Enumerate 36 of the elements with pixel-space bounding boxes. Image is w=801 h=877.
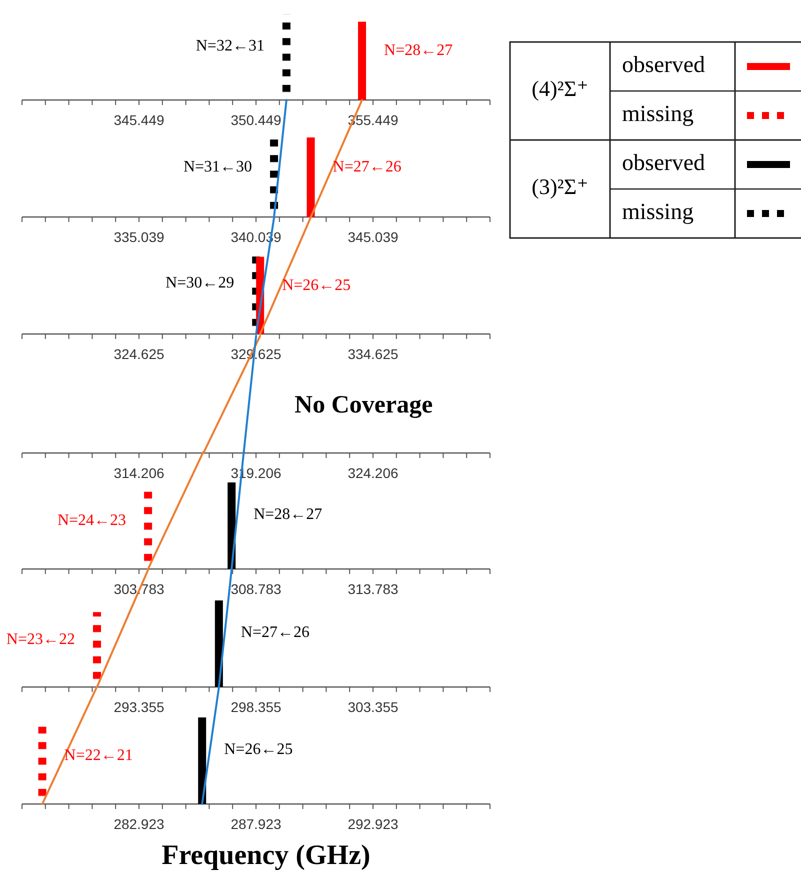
text: observed — [622, 52, 706, 77]
annotation: No Coverage — [294, 392, 433, 419]
text: missing — [622, 100, 694, 126]
x-tick-label: 335.039 — [114, 229, 165, 245]
x-tick-label: 345.449 — [114, 112, 165, 128]
annotation: N=27←26 — [240, 624, 310, 641]
annotation: N=23←22 — [6, 631, 75, 648]
annotation: N=31←30 — [183, 158, 252, 176]
x-tick-label: 293.355 — [114, 699, 165, 715]
annotation: N=22←21 — [64, 746, 133, 764]
x-tick-label: 287.923 — [230, 816, 282, 832]
x-tick-label: 303.355 — [348, 699, 399, 715]
x-tick-label: 282.923 — [114, 816, 165, 832]
x-tick-label: 313.783 — [348, 581, 399, 597]
x-tick-label: 298.355 — [230, 699, 282, 715]
x-axis-title: Frequency (GHz) — [162, 840, 370, 871]
category-label: (3)²Σ⁺ — [532, 174, 588, 200]
x-tick-label: 324.206 — [348, 465, 399, 481]
x-tick-label: 308.783 — [230, 581, 282, 597]
annotation: N=26←25 — [282, 276, 351, 294]
x-tick-label: 350.449 — [230, 112, 282, 128]
annotation: N=27←26 — [332, 158, 402, 176]
category-label: (4)²Σ⁺ — [532, 76, 588, 102]
x-tick-label: 324.625 — [114, 346, 165, 362]
x-tick-label: 345.039 — [348, 229, 399, 245]
x-tick-label: 292.923 — [348, 816, 399, 832]
x-tick-label: 334.625 — [348, 346, 399, 362]
annotation: N=28←27 — [254, 506, 322, 523]
annotation: N=30←29 — [166, 274, 234, 292]
annotation: N=32←31 — [196, 37, 264, 54]
annotation: N=28←27 — [384, 42, 453, 60]
annotation: N=26←25 — [224, 740, 293, 758]
text: observed — [622, 150, 706, 175]
annotation: N=24←23 — [57, 512, 126, 529]
x-tick-label: 314.206 — [114, 465, 165, 481]
text: missing — [622, 198, 694, 224]
